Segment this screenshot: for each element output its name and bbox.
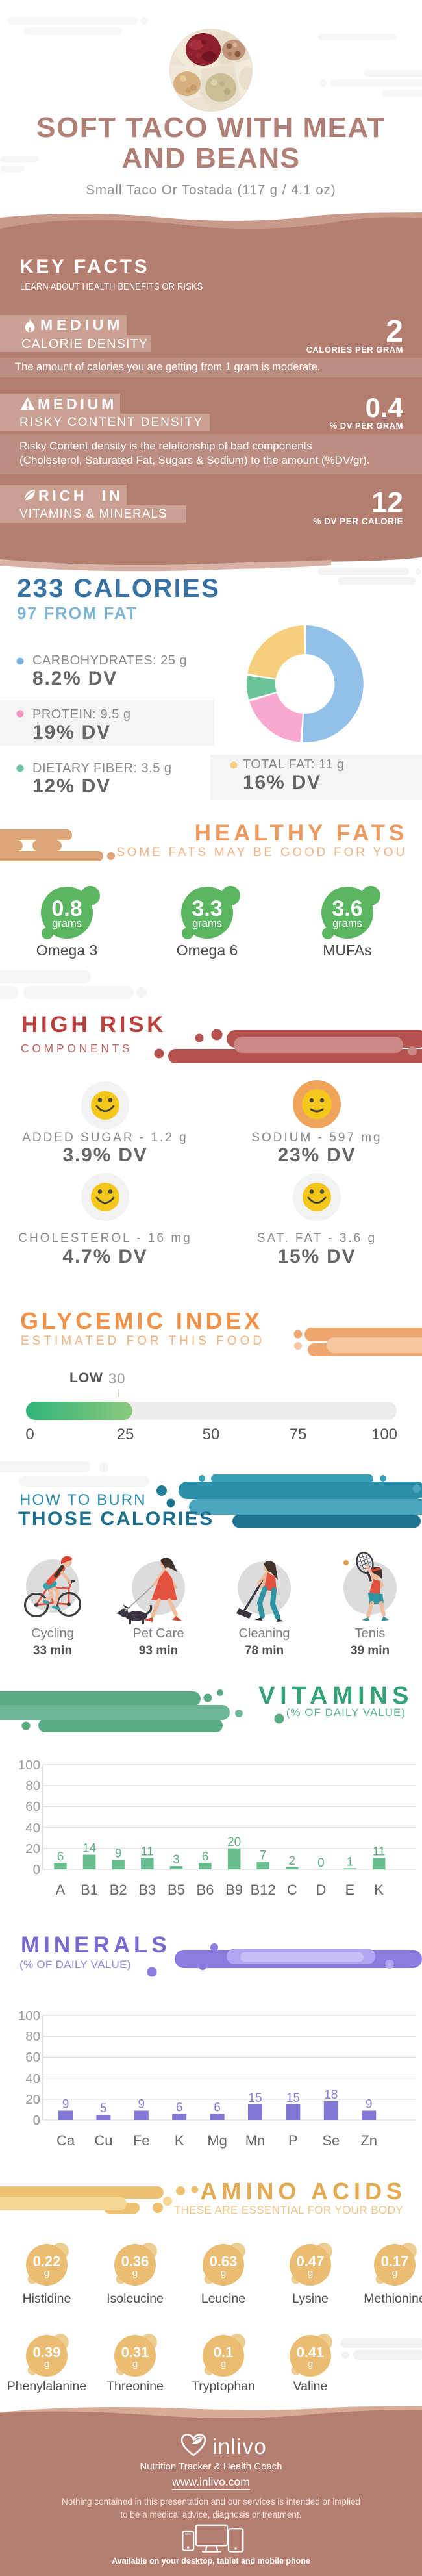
svg-text:grams: grams	[332, 918, 362, 929]
svg-text:20: 20	[25, 2092, 40, 2107]
svg-text:5: 5	[100, 2102, 107, 2115]
svg-text:9: 9	[62, 2098, 69, 2112]
svg-text:3.6: 3.6	[332, 896, 362, 921]
svg-text:C: C	[287, 1882, 297, 1898]
svg-text:A: A	[56, 1882, 66, 1898]
svg-text:0.41: 0.41	[297, 2344, 325, 2360]
svg-text:D: D	[316, 1882, 326, 1898]
svg-text:9: 9	[115, 1847, 122, 1861]
svg-text:K: K	[175, 2132, 184, 2149]
svg-text:3: 3	[173, 1853, 180, 1867]
svg-text:9: 9	[366, 2098, 373, 2112]
svg-text:g: g	[132, 2358, 138, 2369]
svg-text:14: 14	[82, 1842, 97, 1856]
svg-text:0.17: 0.17	[381, 2253, 409, 2269]
svg-text:g: g	[392, 2267, 397, 2279]
svg-text:40: 40	[25, 2071, 40, 2086]
svg-text:B12: B12	[251, 1882, 276, 1898]
svg-text:E: E	[345, 1882, 355, 1898]
svg-text:11: 11	[141, 1845, 154, 1858]
svg-text:B2: B2	[110, 1882, 127, 1898]
svg-text:grams: grams	[52, 918, 82, 929]
svg-text:20: 20	[25, 1841, 40, 1856]
svg-text:g: g	[44, 2267, 49, 2279]
svg-text:0.39: 0.39	[33, 2344, 61, 2360]
svg-text:0.47: 0.47	[297, 2253, 325, 2269]
svg-text:0: 0	[33, 1862, 40, 1877]
svg-text:11: 11	[373, 1845, 386, 1858]
svg-text:80: 80	[25, 1778, 40, 1793]
svg-text:3.3: 3.3	[192, 896, 222, 921]
svg-text:15: 15	[248, 2091, 262, 2105]
svg-text:6: 6	[202, 1850, 209, 1863]
svg-text:Cu: Cu	[94, 2132, 112, 2149]
svg-text:40: 40	[25, 1821, 40, 1836]
svg-text:100: 100	[18, 2008, 40, 2023]
svg-text:grams: grams	[192, 918, 222, 929]
svg-text:g: g	[132, 2267, 138, 2279]
svg-text:K: K	[374, 1882, 384, 1898]
svg-text:9: 9	[138, 2098, 145, 2112]
svg-text:60: 60	[25, 2050, 40, 2065]
svg-text:Mn: Mn	[245, 2132, 266, 2149]
svg-text:B5: B5	[168, 1882, 185, 1898]
svg-text:80: 80	[25, 2029, 40, 2044]
svg-text:g: g	[308, 2358, 313, 2369]
svg-text:0.36: 0.36	[121, 2253, 149, 2269]
svg-text:1: 1	[347, 1855, 354, 1869]
svg-text:6: 6	[57, 1850, 64, 1863]
svg-text:g: g	[44, 2358, 49, 2369]
svg-text:6: 6	[214, 2101, 221, 2114]
svg-text:Fe: Fe	[133, 2132, 150, 2149]
svg-text:100: 100	[18, 1758, 40, 1773]
svg-text:Ca: Ca	[56, 2132, 75, 2149]
svg-text:6: 6	[176, 2101, 183, 2114]
svg-text:7: 7	[260, 1849, 267, 1863]
svg-text:g: g	[308, 2267, 313, 2279]
svg-text:60: 60	[25, 1799, 40, 1814]
svg-text:0: 0	[33, 2113, 40, 2128]
svg-text:0.63: 0.63	[210, 2253, 238, 2269]
svg-text:2: 2	[289, 1854, 296, 1868]
svg-text:B3: B3	[138, 1882, 156, 1898]
svg-text:15: 15	[286, 2091, 300, 2105]
svg-text:Zn: Zn	[360, 2132, 377, 2149]
svg-text:g: g	[221, 2358, 226, 2369]
svg-text:0.22: 0.22	[33, 2253, 61, 2269]
svg-text:Se: Se	[322, 2132, 340, 2149]
svg-text:18: 18	[324, 2088, 338, 2102]
svg-text:0.31: 0.31	[121, 2344, 149, 2360]
svg-text:g: g	[221, 2267, 226, 2279]
svg-text:0.1: 0.1	[214, 2344, 234, 2360]
svg-text:B1: B1	[81, 1882, 98, 1898]
svg-text:B6: B6	[197, 1882, 214, 1898]
svg-text:Mg: Mg	[207, 2132, 227, 2149]
svg-text:0: 0	[317, 1856, 325, 1870]
svg-text:P: P	[288, 2132, 298, 2149]
svg-text:0.8: 0.8	[51, 896, 82, 921]
svg-text:B9: B9	[225, 1882, 243, 1898]
svg-text:20: 20	[227, 1836, 241, 1849]
